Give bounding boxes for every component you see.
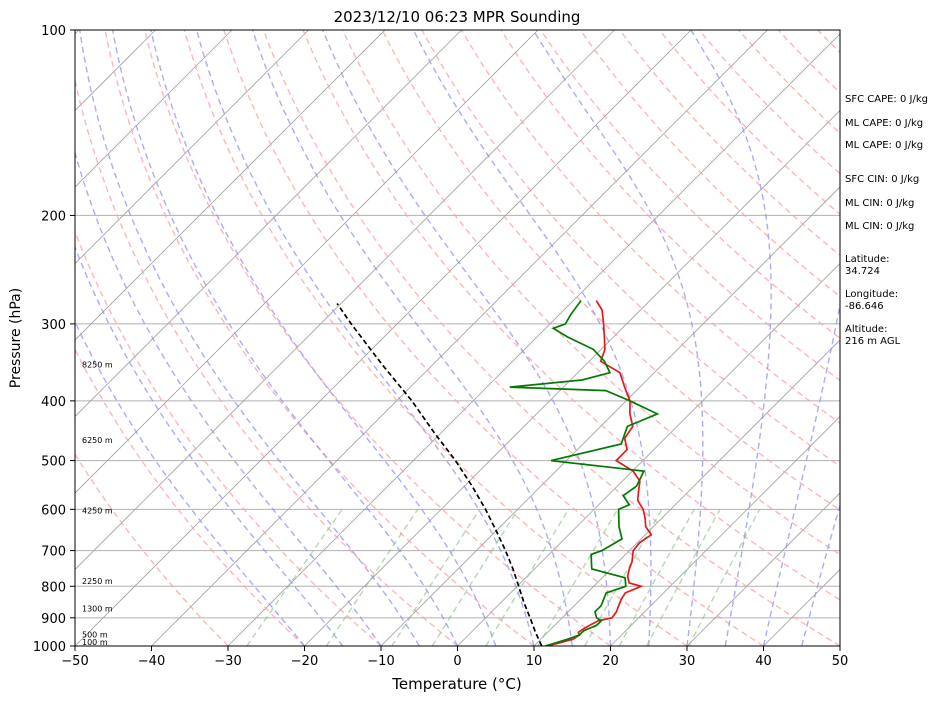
y-tick-label: 200 <box>41 209 66 224</box>
ml-cape-text: ML CAPE: 0 J/kg <box>845 118 923 129</box>
sfc-cape-text: SFC CAPE: 0 J/kg <box>845 94 928 105</box>
height-label: 4250 m <box>82 507 113 516</box>
x-tick-label: 30 <box>679 654 696 669</box>
latitude-label: Latitude: <box>845 254 890 265</box>
y-tick-label: 400 <box>41 395 66 410</box>
y-tick-label: 800 <box>41 580 66 595</box>
height-label: 1300 m <box>82 605 113 614</box>
x-tick-label: 40 <box>755 654 772 669</box>
chart-title: 2023/12/10 06:23 MPR Sounding <box>334 8 581 26</box>
height-label: 500 m <box>82 631 108 640</box>
y-tick-label: 1000 <box>33 640 66 655</box>
ml-cin-text: ML CIN: 0 J/kg <box>845 198 914 209</box>
height-label: 6250 m <box>82 436 113 445</box>
latitude-value: 34.724 <box>845 266 880 277</box>
y-tick-label: 600 <box>41 503 66 518</box>
altitude-label: Altitude: <box>845 324 887 335</box>
height-label: 8250 m <box>82 360 113 369</box>
y-tick-label: 100 <box>41 24 66 39</box>
y-tick-label: 500 <box>41 455 66 470</box>
x-tick-label: −20 <box>291 654 318 669</box>
y-tick-label: 300 <box>41 318 66 333</box>
altitude-value: 216 m AGL <box>845 336 901 347</box>
longitude-value: -86.646 <box>845 301 884 312</box>
x-tick-label: −10 <box>367 654 394 669</box>
x-tick-label: −30 <box>214 654 241 669</box>
x-axis-label: Temperature (°C) <box>391 675 521 693</box>
x-tick-label: 10 <box>526 654 543 669</box>
x-tick-label: −50 <box>61 654 88 669</box>
sfc-cin-text: SFC CIN: 0 J/kg <box>845 174 919 185</box>
x-tick-label: 0 <box>453 654 461 669</box>
ml-cin-text-2: ML CIN: 0 J/kg <box>845 221 914 232</box>
y-tick-label: 900 <box>41 612 66 627</box>
longitude-label: Longitude: <box>845 289 898 300</box>
y-axis-label: Pressure (hPa) <box>8 288 24 388</box>
x-tick-label: 20 <box>602 654 619 669</box>
x-tick-label: −40 <box>138 654 165 669</box>
height-label: 2250 m <box>82 577 113 586</box>
y-tick-label: 700 <box>41 545 66 560</box>
x-tick-label: 50 <box>832 654 849 669</box>
ml-cape-text-2: ML CAPE: 0 J/kg <box>845 140 923 151</box>
